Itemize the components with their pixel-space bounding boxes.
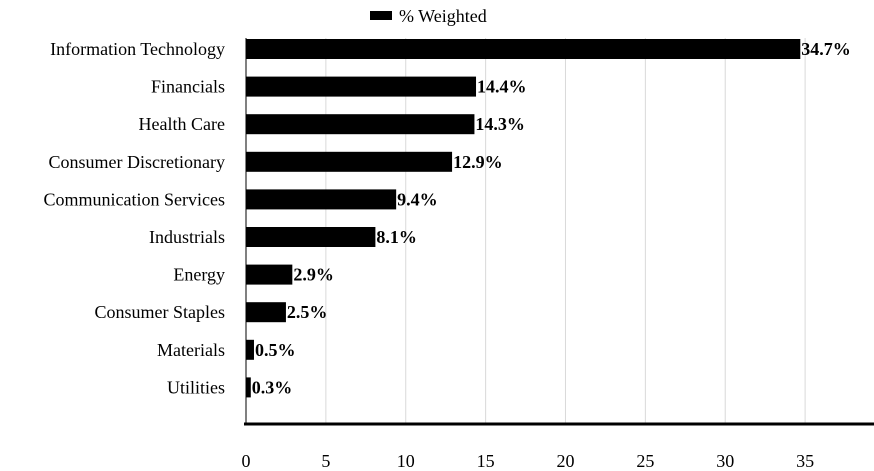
category-label: Health Care [139,114,225,134]
bar [246,39,801,59]
x-tick-labels: 0 5 10 15 20 25 30 35 [242,451,815,471]
category-label: Industrials [149,227,225,247]
value-label: 8.1% [376,227,417,247]
value-label: 14.4% [477,77,527,97]
value-label: 12.9% [453,152,503,172]
category-label: Utilities [167,377,225,397]
legend-label: % Weighted [399,6,487,26]
bar [246,302,286,323]
x-tick-label: 15 [477,451,495,471]
bar [246,189,397,210]
legend-swatch [370,11,392,20]
category-label: Communication Services [44,189,225,209]
bars [246,39,801,398]
value-label: 2.9% [293,265,334,285]
x-tick-label: 20 [556,451,574,471]
x-tick-label: 5 [321,451,330,471]
legend: % Weighted [370,6,487,26]
value-labels: 34.7% 14.4% 14.3% 12.9% 9.4% 8.1% 2.9% 2.5% 0.5%… [252,39,851,397]
category-labels: Information Technology Financials Health C… [44,39,225,397]
value-label: 0.3% [252,377,292,397]
bar [246,151,453,172]
value-label: 0.5% [255,340,296,360]
bar [246,76,477,97]
value-label: 14.3% [475,114,525,134]
category-label: Consumer Discretionary [49,152,225,172]
x-tick-label: 10 [397,451,415,471]
x-tick-label: 30 [716,451,734,471]
value-label: 34.7% [801,39,851,59]
x-tick-label: 0 [242,451,251,471]
bar [246,264,293,285]
category-label: Materials [157,340,225,360]
category-label: Information Technology [50,39,225,59]
bar [246,339,254,360]
category-label: Energy [173,265,225,285]
value-label: 9.4% [397,189,438,209]
category-label: Consumer Staples [95,302,226,322]
x-tick-label: 35 [796,451,814,471]
bar [246,114,475,135]
grid-lines [325,38,806,424]
bar [246,377,251,398]
x-tick-label: 25 [636,451,654,471]
value-label: 2.5% [287,302,328,322]
bar [246,227,376,247]
category-label: Financials [151,77,225,97]
